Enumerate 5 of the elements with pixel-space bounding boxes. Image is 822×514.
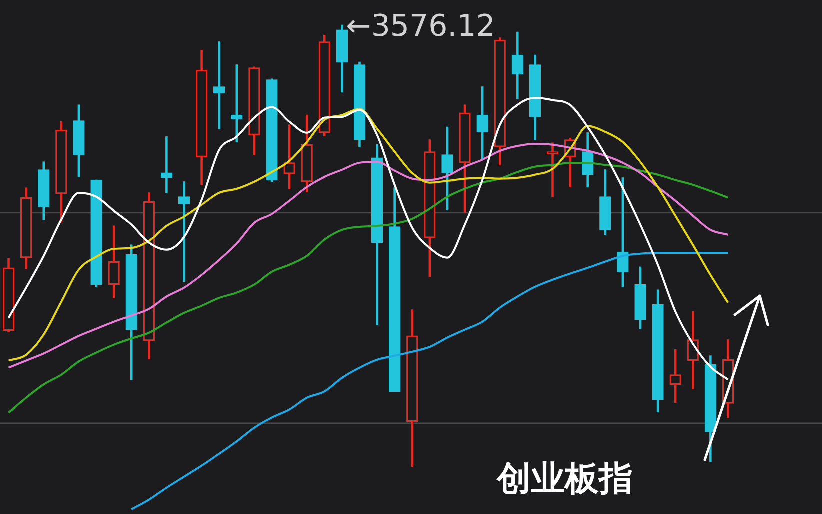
candlestick	[546, 142, 559, 198]
text: 创业板指	[497, 458, 633, 500]
candlestick	[214, 42, 226, 130]
candlestick	[178, 182, 190, 282]
annotation: ←3576.12	[346, 8, 496, 44]
